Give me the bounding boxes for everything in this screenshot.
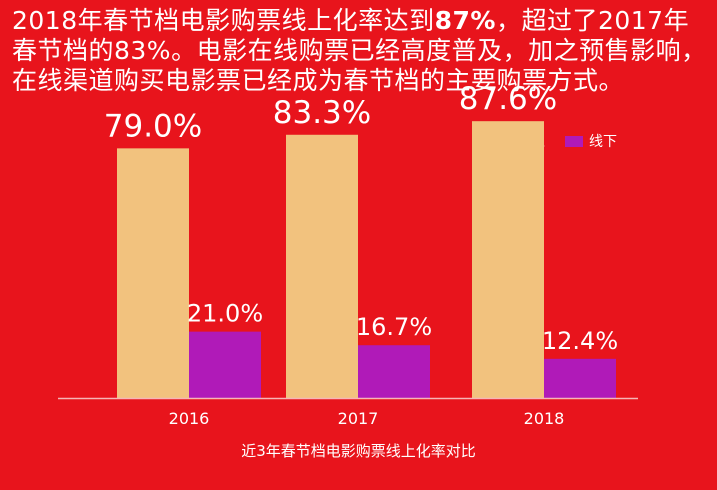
legend-item-offline: 线下 [565,131,617,151]
bar-offline-2018 [544,358,616,398]
bar-online-2018 [472,121,544,399]
chart-title: 近3年春节档电影购票线上化率对比 [241,442,476,460]
bar-offline-2016 [189,331,261,398]
bar-offline-2017 [358,345,430,398]
data-label-online-2018: 87.6% [459,81,557,117]
intro-highlight: 87% [434,6,496,35]
x-tick-label-2016: 2016 [169,409,210,428]
data-label-offline-2016: 21.0% [187,300,263,328]
bar-online-2016 [117,148,189,398]
legend-swatch-offline [565,135,583,147]
data-label-online-2017: 83.3% [273,95,371,131]
data-label-offline-2018: 12.4% [542,327,618,355]
intro-text-part1: 2018年春节档电影购票线上化率达到 [12,6,435,35]
legend-label-offline: 线下 [589,134,617,150]
x-tick-label-2017: 2017 [338,409,379,428]
bar-online-2017 [286,134,358,398]
data-label-offline-2017: 16.7% [356,313,432,341]
intro-text-part2: ，超过了2017年春节档的83%。电影在线购票已经高度普及，加之预售影响，在线渠… [12,6,707,95]
intro-text: 2018年春节档电影购票线上化率达到87%，超过了2017年春节档的83%。电影… [12,6,712,96]
data-label-online-2016: 79.0% [104,108,202,144]
x-tick-label-2018: 2018 [524,409,565,428]
